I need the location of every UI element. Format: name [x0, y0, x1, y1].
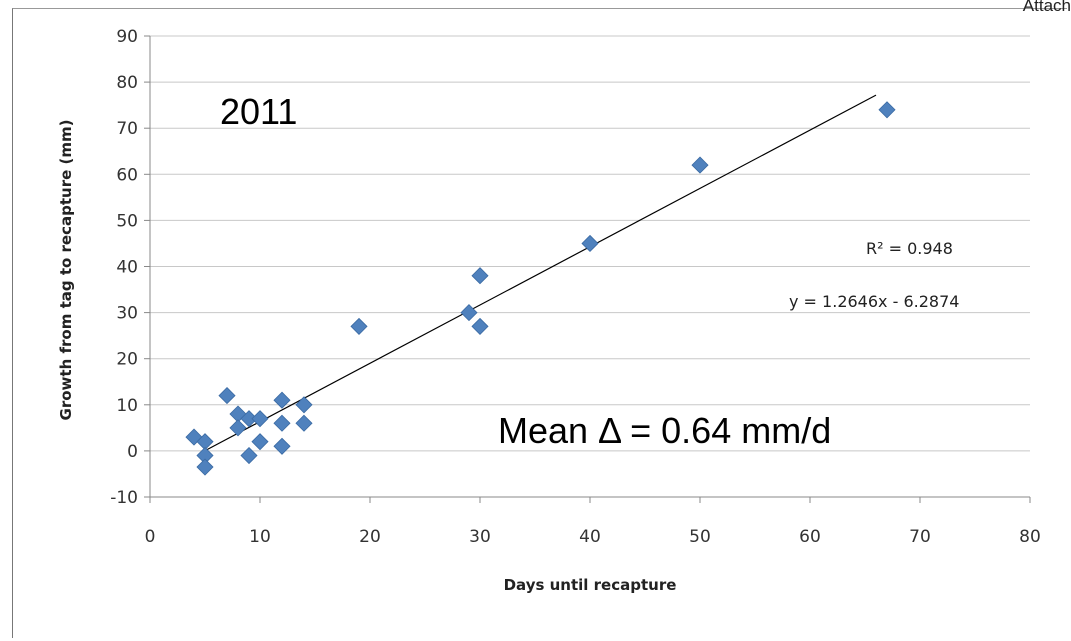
y-tick-labels: -10 0 10 20 30 40 50 60 70 80 90 — [110, 27, 138, 508]
data-points — [185, 101, 896, 476]
x-tick-label: 60 — [799, 527, 821, 547]
data-point — [196, 458, 214, 476]
data-point — [471, 267, 489, 285]
y-tick-label: -10 — [110, 488, 138, 508]
x-tick-label: 10 — [249, 527, 271, 547]
data-point — [471, 317, 489, 335]
data-point — [240, 446, 258, 465]
x-tick-label: 40 — [579, 527, 601, 547]
data-point — [460, 304, 478, 322]
mean-annotation: Mean Δ = 0.64 mm/d — [498, 410, 831, 451]
y-tick-label: 10 — [116, 396, 138, 416]
trendline — [199, 94, 877, 455]
y-tick-label: 50 — [116, 211, 138, 231]
data-point — [295, 396, 313, 414]
data-point — [273, 437, 291, 455]
axes — [144, 35, 1031, 503]
r-squared-label: R² = 0.948 — [866, 239, 953, 258]
data-point — [273, 414, 291, 432]
y-tick-label: 90 — [116, 27, 138, 47]
data-point — [878, 101, 896, 119]
x-tick-label: 30 — [469, 527, 491, 547]
corner-label: Attach — [1022, 0, 1071, 15]
x-tick-label: 0 — [145, 527, 156, 547]
data-point — [691, 156, 709, 174]
trendline-group — [199, 94, 877, 455]
y-tick-label: 20 — [116, 350, 138, 370]
x-tick-label: 80 — [1019, 527, 1041, 547]
x-tick-labels: 0 10 20 30 40 50 60 70 80 — [145, 527, 1041, 547]
data-point — [251, 410, 269, 428]
year-annotation: 2011 — [220, 91, 297, 132]
chart-frame — [12, 8, 1067, 638]
x-tick-label: 20 — [359, 527, 381, 547]
y-tick-label: 40 — [116, 258, 138, 278]
data-point — [229, 419, 247, 437]
data-point — [218, 387, 236, 405]
data-point — [295, 414, 313, 432]
y-tick-label: 80 — [116, 73, 138, 93]
y-axis-title: Growth from tag to recapture (mm) — [57, 120, 75, 421]
data-point — [273, 391, 291, 409]
data-point — [350, 317, 368, 335]
trendline-equation: y = 1.2646x - 6.2874 — [789, 292, 959, 311]
x-tick-label: 70 — [909, 527, 931, 547]
x-axis-title: Days until recapture — [504, 576, 677, 594]
data-point — [251, 433, 269, 451]
x-tick-label: 50 — [689, 527, 711, 547]
y-tick-label: 70 — [116, 119, 138, 139]
data-point — [581, 234, 599, 253]
y-tick-label: 0 — [127, 442, 138, 462]
y-tick-label: 30 — [116, 304, 138, 324]
y-tick-label: 60 — [116, 165, 138, 185]
